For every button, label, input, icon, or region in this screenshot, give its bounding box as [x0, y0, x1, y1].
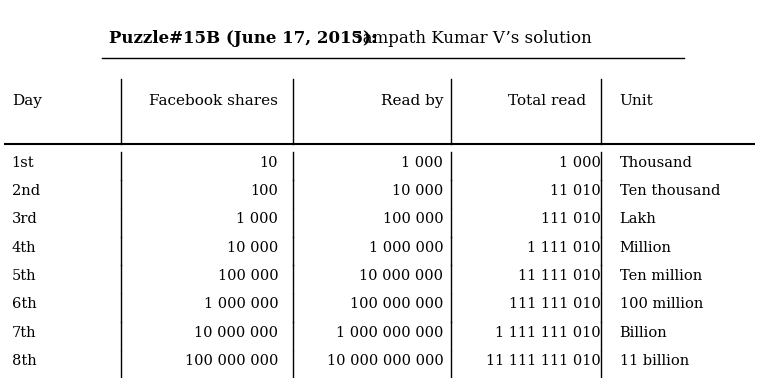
Text: 7th: 7th — [11, 326, 36, 340]
Text: 10 000 000: 10 000 000 — [359, 269, 443, 283]
Text: 10 000 000 000: 10 000 000 000 — [326, 354, 443, 368]
Text: 100 000 000: 100 000 000 — [184, 354, 278, 368]
Text: 1 000 000 000: 1 000 000 000 — [336, 326, 443, 340]
Text: Puzzle#15B (June 17, 2015):: Puzzle#15B (June 17, 2015): — [109, 30, 377, 47]
Text: 1 111 010: 1 111 010 — [528, 241, 601, 255]
Text: Million: Million — [619, 241, 672, 255]
Text: 4th: 4th — [11, 241, 36, 255]
Text: Read by: Read by — [381, 94, 443, 108]
Text: Billion: Billion — [619, 326, 667, 340]
Text: 5th: 5th — [11, 269, 36, 283]
Text: 100 000 000: 100 000 000 — [350, 298, 443, 311]
Text: 10 000 000: 10 000 000 — [194, 326, 278, 340]
Text: Thousand: Thousand — [619, 155, 693, 170]
Text: Sampath Kumar V’s solution: Sampath Kumar V’s solution — [345, 30, 591, 47]
Text: 100 000: 100 000 — [383, 212, 443, 226]
Text: Ten million: Ten million — [619, 269, 702, 283]
Text: Day: Day — [11, 94, 42, 108]
Text: 11 010: 11 010 — [550, 184, 601, 198]
Text: 10 000: 10 000 — [227, 241, 278, 255]
Text: 1 000: 1 000 — [402, 155, 443, 170]
Text: Lakh: Lakh — [619, 212, 657, 226]
Text: 111 010: 111 010 — [541, 212, 601, 226]
Text: 10: 10 — [260, 155, 278, 170]
Text: 1 111 111 010: 1 111 111 010 — [496, 326, 601, 340]
Text: Ten thousand: Ten thousand — [619, 184, 720, 198]
Text: 1 000 000: 1 000 000 — [369, 241, 443, 255]
Text: 6th: 6th — [11, 298, 36, 311]
Text: 111 111 010: 111 111 010 — [509, 298, 601, 311]
Text: 100 000: 100 000 — [218, 269, 278, 283]
Text: 11 billion: 11 billion — [619, 354, 689, 368]
Text: Unit: Unit — [619, 94, 653, 108]
Text: 3rd: 3rd — [11, 212, 37, 226]
Text: Total read: Total read — [508, 94, 586, 108]
Text: 1 000 000: 1 000 000 — [203, 298, 278, 311]
Text: 100 million: 100 million — [619, 298, 703, 311]
Text: 100: 100 — [250, 184, 278, 198]
Text: 11 111 111 010: 11 111 111 010 — [487, 354, 601, 368]
Text: 2nd: 2nd — [11, 184, 39, 198]
Text: 1st: 1st — [11, 155, 34, 170]
Text: 10 000: 10 000 — [392, 184, 443, 198]
Text: Facebook shares: Facebook shares — [150, 94, 278, 108]
Text: 1 000: 1 000 — [236, 212, 278, 226]
Text: 8th: 8th — [11, 354, 36, 368]
Text: 1 000: 1 000 — [559, 155, 601, 170]
Text: 11 111 010: 11 111 010 — [518, 269, 601, 283]
